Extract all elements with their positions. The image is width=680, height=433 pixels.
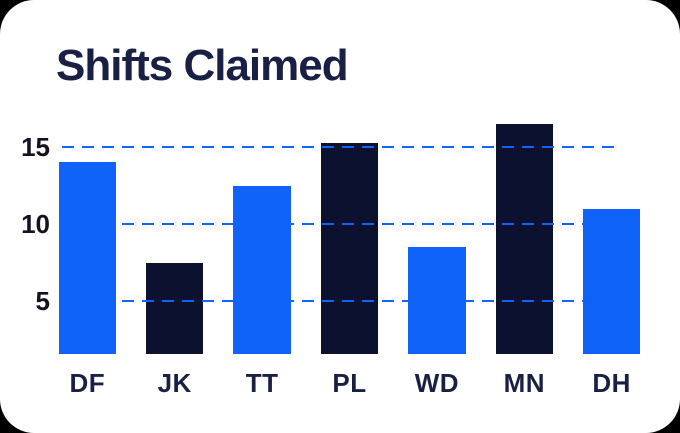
bar-tt — [233, 185, 291, 354]
chart-title: Shifts Claimed — [56, 41, 349, 90]
x-axis-label-jk: JK — [157, 368, 192, 398]
x-axis-label-wd: WD — [414, 368, 460, 398]
bar-pl — [320, 143, 379, 354]
x-axis-label-dh: DH — [592, 368, 631, 398]
bar-mn — [495, 123, 554, 354]
gridline-5 — [62, 300, 617, 302]
gridline-15 — [62, 146, 617, 148]
bar-df — [58, 162, 117, 354]
gridline-10 — [62, 223, 617, 225]
x-axis-label-mn: MN — [503, 368, 546, 398]
x-axis-label-tt: TT — [245, 368, 279, 398]
x-axis-label-pl: PL — [332, 368, 367, 398]
y-tick-label-5: 5 — [35, 286, 50, 316]
bar-jk — [145, 262, 204, 354]
x-axis-label-df: DF — [69, 368, 106, 398]
y-tick-label-15: 15 — [21, 132, 50, 162]
bar-dh — [582, 208, 641, 354]
y-tick-label-10: 10 — [21, 209, 50, 239]
